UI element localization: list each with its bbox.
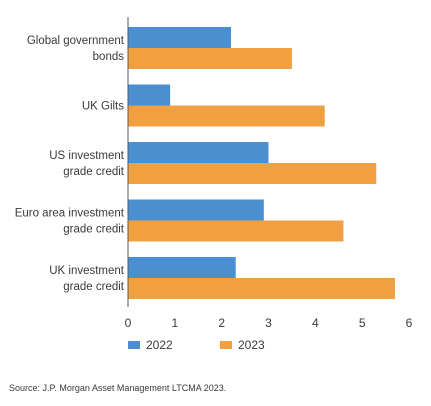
category-label: UK Gilts [82,101,124,113]
legend-swatch-2022 [128,341,140,349]
category-label: grade credit [63,281,125,293]
category-label: grade credit [63,224,125,236]
category-label: US investment [49,150,125,162]
bar-2022-4 [128,257,236,278]
category-label: Global government [27,35,125,47]
source-note: Source: J.P. Morgan Asset Management LTC… [9,383,227,393]
x-tick-label: 1 [171,316,178,330]
x-tick-label: 4 [312,316,319,330]
bars-group [128,27,395,299]
category-label: UK investment [49,265,125,277]
category-label: bonds [93,51,125,63]
category-label: grade credit [63,166,125,178]
bar-2023-4 [128,278,395,299]
x-tick-label: 5 [359,316,366,330]
x-tick-label: 3 [265,316,272,330]
bar-2023-3 [128,220,344,242]
legend-swatch-2023 [220,341,232,349]
x-tick-label: 0 [125,316,132,330]
legend-label-2023: 2023 [238,338,265,352]
bar-2022-2 [128,142,269,163]
x-tick-label: 2 [218,316,225,330]
x-axis-ticks: 0 1 2 3 4 5 6 [125,316,413,330]
x-tick-label: 6 [406,316,413,330]
legend-label-2022: 2022 [146,338,173,352]
category-labels: Global government bonds UK Gilts US investm… [15,35,125,293]
bar-2023-0 [128,48,292,69]
category-label: Euro area investment [15,208,125,220]
bar-2023-2 [128,163,377,184]
bar-2023-1 [128,105,325,127]
legend: 2022 2023 [128,338,265,352]
bar-2022-3 [128,199,264,221]
bar-2022-1 [128,84,171,106]
bar-2022-0 [128,27,232,48]
